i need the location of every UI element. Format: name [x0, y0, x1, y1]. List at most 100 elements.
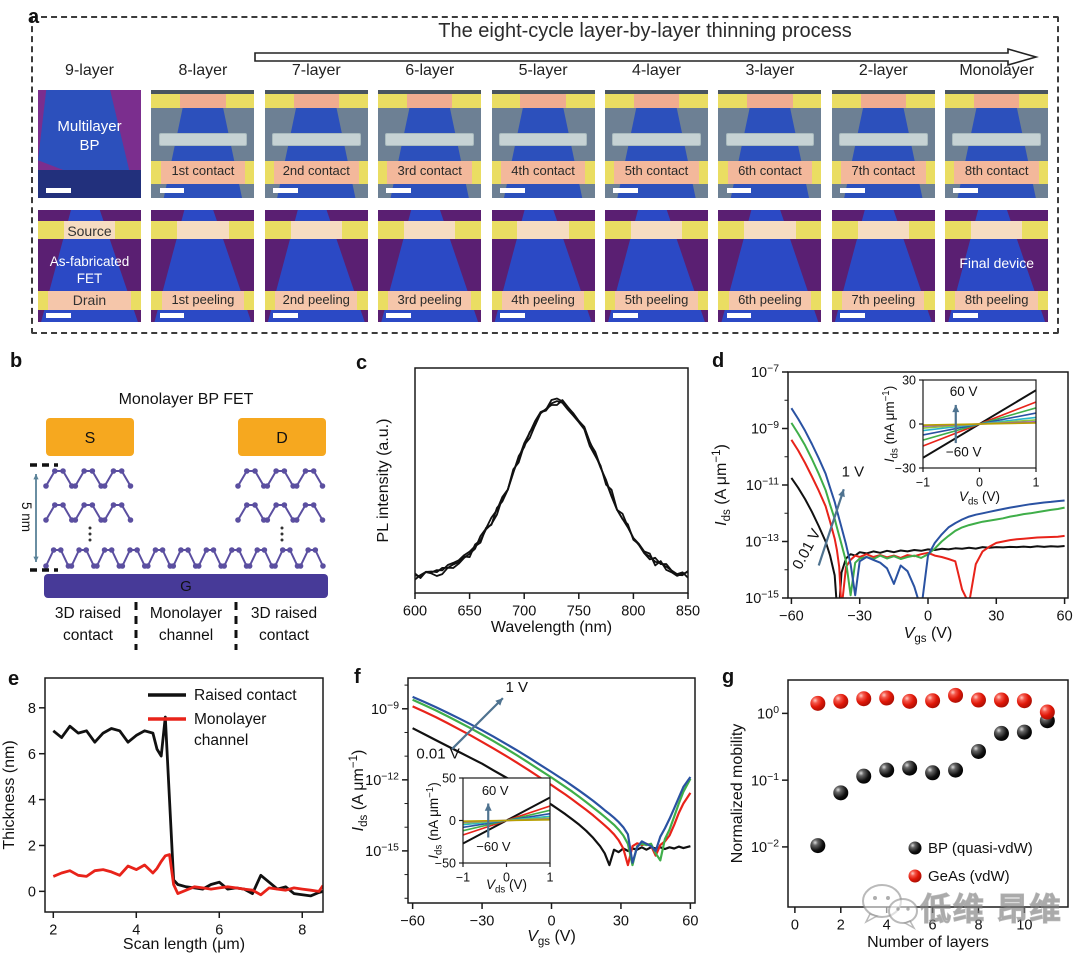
contact-step-label: 7th contact: [851, 162, 916, 178]
atom: [52, 502, 58, 508]
x-tick-label: 10: [1016, 918, 1032, 934]
atom: [319, 517, 326, 523]
contact-metal-top: [403, 221, 456, 240]
contact-band: [151, 161, 255, 184]
contact-metal-top: [633, 94, 680, 109]
x-axis-label: Scan length (μm): [123, 936, 245, 953]
chart-d_inset: −1 0 1 30 0 −30 Vds (V) Ids (nA μm−1) 60 V −60 V: [881, 374, 1040, 508]
series-group: [52, 715, 323, 898]
atom: [272, 563, 278, 569]
contact-step-label: 6th contact: [738, 162, 802, 178]
top-edge: [378, 90, 482, 95]
y-tick-label: 100: [757, 705, 779, 723]
data-point: [833, 785, 849, 801]
x-tick-label: 850: [676, 604, 700, 620]
micrograph-contact-5: 5th contact: [605, 90, 708, 198]
column-label-2-layer: 2-layer: [858, 62, 908, 79]
y-tick-label: 50: [442, 772, 456, 786]
contact-band: [605, 161, 708, 184]
contact-metal-top: [517, 221, 569, 240]
column-label-5-layer: 5-layer: [518, 62, 568, 79]
bottom-band: [378, 290, 482, 310]
atom: [244, 468, 250, 474]
contact-metal-top: [860, 94, 906, 109]
y-tick-label: 30: [902, 374, 916, 388]
atom: [235, 483, 241, 489]
y-axis-label: Ids (A μm−1): [348, 750, 370, 832]
region-label: contact: [63, 627, 114, 644]
scale-bar: [46, 312, 71, 318]
data-point: [948, 762, 964, 778]
band-edge-left: [151, 290, 162, 310]
contact-step-label: 8th contact: [964, 162, 1029, 178]
y-tick-label: 4: [28, 793, 36, 809]
pmma-strip: [952, 133, 1041, 147]
legend: BP (quasi-vdW) GeAs (vdW): [908, 840, 1033, 885]
y-tick-label: 0: [28, 885, 36, 901]
contact-metal-top: [520, 94, 566, 109]
band-edge-right: [811, 290, 822, 310]
atom: [310, 502, 317, 508]
annotation-text: −60 V: [476, 839, 511, 854]
scale-bar: [840, 187, 865, 193]
x-tick-label: 4: [883, 918, 891, 934]
atom: [81, 468, 87, 474]
x-tick-label: 30: [988, 609, 1004, 625]
thinning-process-panel: The eight-cycle layer-by-layer thinning …: [0, 0, 1080, 340]
data-point: [948, 687, 964, 703]
top-edge: [718, 90, 822, 95]
y-tick-label: 0: [909, 418, 916, 432]
atom: [89, 502, 96, 508]
atom: [170, 563, 177, 569]
atom: [94, 563, 100, 569]
atom: [236, 547, 242, 553]
gate-label: G: [180, 578, 192, 595]
contact-step-label: 1st contact: [171, 162, 235, 178]
y-tick-label: 6: [28, 747, 36, 763]
contact-step-label: 4th contact: [511, 162, 575, 178]
x-tick-label: 800: [621, 604, 645, 620]
band-edge-left: [378, 161, 388, 184]
band-edge-right: [470, 290, 482, 310]
axes: −60 −30 0 30 60 10−9 10−12 10−15: [365, 684, 698, 930]
data-point: [970, 692, 986, 708]
region-label: 3D raised: [55, 605, 121, 622]
panel-a-title: The eight-cycle layer-by-layer thinning …: [438, 20, 852, 42]
band-edge-right: [357, 290, 368, 310]
contact-metal-top: [970, 221, 1023, 240]
micrograph-contact-3: 3rd contact: [378, 90, 482, 198]
scale-bar: [953, 187, 979, 193]
bottom-band: [831, 290, 935, 310]
band-edge-left: [491, 161, 501, 184]
x-tick-label: 650: [457, 604, 481, 620]
micrograph-peeling-5: 5th peeling: [605, 210, 708, 322]
micrograph-contact-2: 2nd contact: [264, 90, 368, 198]
panel-label-e: e: [8, 668, 20, 690]
contact-metal-top: [177, 221, 229, 240]
pmma-strip: [839, 133, 928, 147]
y-tick-label: 10−7: [751, 364, 779, 382]
atom: [43, 563, 49, 569]
band-edge-left: [38, 290, 49, 310]
contact-band: [831, 161, 935, 184]
data-point: [810, 695, 826, 711]
chart-f_inset: −1 0 1 50 0 −50 Vds (V) Ids (nA μm−1) 60 V −60 V: [425, 772, 554, 896]
inset-line-7: [463, 819, 550, 822]
band-edge-left: [831, 290, 843, 310]
ellipsis-dot: [280, 532, 284, 536]
y-tick-label: 10−9: [371, 700, 399, 718]
atom: [273, 468, 279, 474]
peeling-step-label: 3rd peeling: [397, 292, 462, 308]
atom: [302, 468, 309, 474]
micrograph-peeling-3: 3rd peeling: [378, 210, 482, 322]
band-edge-right: [924, 290, 935, 310]
y-axis-label: Ids (nA μm−1): [425, 782, 445, 858]
y-tick-label: −50: [435, 857, 456, 871]
data-point: [970, 743, 986, 759]
chart-f: −60 −30 0 30 60 10−9 10−12 10−15 Vgs (V) Ids (A μ…: [348, 677, 698, 948]
scale-bar: [613, 312, 638, 318]
bottom-band: [264, 290, 368, 310]
drain-electrode: [238, 418, 326, 456]
data-point: [856, 768, 872, 784]
arrowhead: [484, 803, 492, 811]
